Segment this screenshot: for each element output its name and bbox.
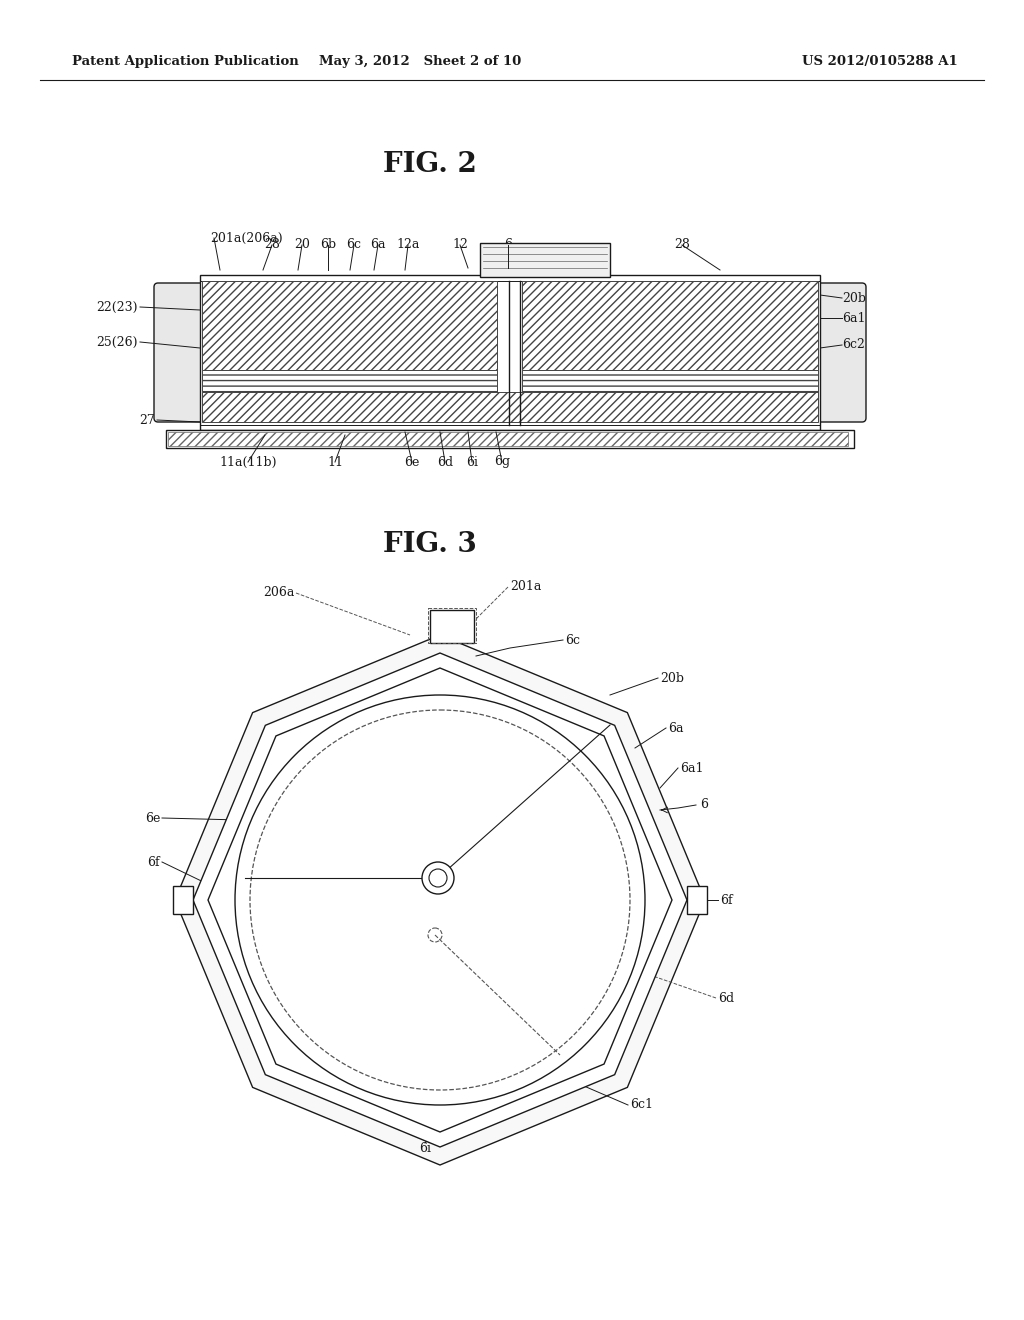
Text: 6b: 6b — [319, 239, 336, 252]
Text: 12: 12 — [452, 239, 468, 252]
Text: 20b: 20b — [660, 672, 684, 685]
Bar — [202, 392, 818, 422]
Text: 12a: 12a — [396, 239, 420, 252]
Text: FIG. 2: FIG. 2 — [383, 152, 477, 178]
Text: 6d: 6d — [437, 455, 453, 469]
Text: 25(26): 25(26) — [96, 335, 138, 348]
Text: 6d: 6d — [718, 991, 734, 1005]
Text: 6c1: 6c1 — [630, 1098, 653, 1111]
Bar — [522, 370, 818, 392]
Bar — [522, 281, 818, 370]
Text: Patent Application Publication: Patent Application Publication — [72, 55, 299, 69]
Text: 6c: 6c — [346, 239, 361, 252]
Bar — [166, 430, 854, 447]
Text: 6e: 6e — [144, 812, 160, 825]
Text: 28: 28 — [264, 239, 280, 252]
Bar — [430, 610, 474, 643]
Polygon shape — [193, 653, 687, 1147]
Text: 201a: 201a — [510, 581, 542, 594]
Circle shape — [234, 696, 645, 1105]
Text: 11a(11b): 11a(11b) — [219, 455, 276, 469]
Text: 6: 6 — [700, 799, 708, 812]
Text: 11: 11 — [327, 455, 343, 469]
Text: 20b: 20b — [842, 292, 866, 305]
Text: May 3, 2012   Sheet 2 of 10: May 3, 2012 Sheet 2 of 10 — [318, 55, 521, 69]
Polygon shape — [208, 668, 672, 1133]
Text: 6g: 6g — [494, 455, 510, 469]
Text: 6c2: 6c2 — [842, 338, 865, 351]
Text: 6c: 6c — [565, 634, 580, 647]
Text: 27: 27 — [139, 413, 155, 426]
Text: 6a1: 6a1 — [842, 312, 865, 325]
Text: 6a: 6a — [371, 239, 386, 252]
Text: 6f: 6f — [147, 855, 160, 869]
Bar — [202, 370, 497, 392]
Text: FIG. 3: FIG. 3 — [383, 532, 477, 558]
FancyBboxPatch shape — [154, 282, 204, 422]
Bar — [168, 432, 848, 446]
Text: 20: 20 — [294, 239, 310, 252]
Circle shape — [429, 869, 447, 887]
Text: 22(23): 22(23) — [96, 301, 138, 314]
Text: 6a: 6a — [668, 722, 683, 734]
Text: 206a: 206a — [263, 586, 295, 599]
Text: 6i: 6i — [466, 455, 478, 469]
Bar — [173, 886, 193, 913]
Text: 6i: 6i — [419, 1142, 431, 1155]
Text: 6f: 6f — [720, 894, 732, 907]
Bar — [480, 243, 610, 277]
Text: 201a(206a): 201a(206a) — [210, 231, 283, 244]
FancyBboxPatch shape — [816, 282, 866, 422]
Text: 6e: 6e — [404, 455, 420, 469]
Text: 6: 6 — [504, 239, 512, 252]
Circle shape — [422, 862, 454, 894]
Bar — [200, 275, 820, 430]
Text: 6a1: 6a1 — [680, 762, 703, 775]
Polygon shape — [175, 635, 705, 1166]
Text: US 2012/0105288 A1: US 2012/0105288 A1 — [802, 55, 957, 69]
Text: 28: 28 — [674, 239, 690, 252]
Bar — [687, 886, 707, 913]
Bar — [202, 281, 497, 370]
Bar — [428, 609, 476, 643]
